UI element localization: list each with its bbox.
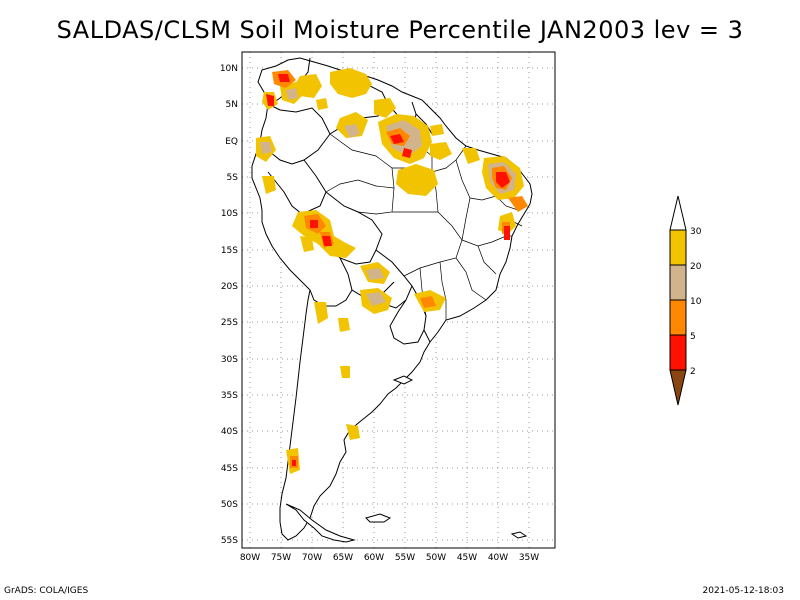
lon-label: 35W [519,553,539,563]
lat-label: 45S [221,464,238,474]
legend-swatch-2-5 [669,334,687,371]
legend-label: 2 [690,367,696,377]
lon-label: 55W [395,553,415,563]
lon-label: 60W [364,553,384,563]
lon-label: 65W [333,553,353,563]
legend-label: 30 [690,227,702,237]
legend-label: 10 [690,297,702,307]
legend-swatch-below2 [669,369,687,406]
legend-swatch-above30 [669,195,687,231]
longitude-axis: 80W 75W 70W 65W 60W 55W 50W 45W 40W 35W [240,553,539,563]
lat-label: 10S [221,209,238,219]
lat-label: 20S [221,282,238,292]
lat-label: 25S [221,318,238,328]
lat-label: EQ [225,137,238,147]
lat-label: 35S [221,391,238,401]
lat-label: 10N [220,64,238,74]
lon-label: 50W [426,553,446,563]
legend-swatch-5-10 [669,299,687,336]
lat-label: 5N [226,100,238,110]
lat-label: 55S [221,536,238,546]
legend-label: 20 [690,262,702,272]
lat-label: 50S [221,500,238,510]
color-legend [669,195,687,406]
legend-swatch-20-30 [669,229,687,266]
legend-label: 5 [690,332,696,342]
percentile-patches [256,68,528,474]
footer-timestamp: 2021-05-12-18:03 [702,586,785,596]
map-frame [241,51,556,549]
lat-label: 5S [227,173,239,183]
legend-swatch-10-20 [669,264,687,301]
lon-label: 70W [302,553,322,563]
south-america-coastline [251,57,533,541]
lon-label: 75W [271,553,291,563]
lon-label: 40W [488,553,508,563]
legend-labels: 30 20 10 5 2 [690,227,702,377]
lat-label: 40S [221,427,238,437]
lat-label: 30S [221,355,238,365]
latitude-axis: 10N 5N EQ 5S 10S 15S 20S 25S 30S 35S 40S… [220,64,238,546]
state-borders [325,129,527,320]
lat-label: 15S [221,246,238,256]
lon-label: 45W [457,553,477,563]
islands [285,375,528,543]
map-title: SALDAS/CLSM Soil Moisture Percentile JAN… [56,16,744,44]
footer-credit: GrADS: COLA/IGES [4,586,89,596]
lon-label: 80W [240,553,260,563]
